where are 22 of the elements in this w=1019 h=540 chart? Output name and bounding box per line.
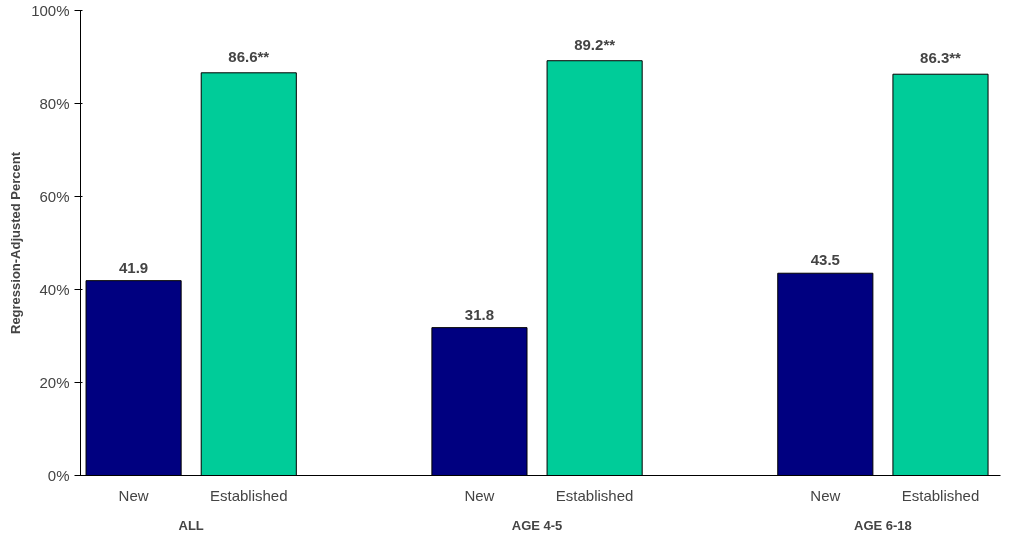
data-label: 86.6**	[228, 47, 270, 65]
y-tick-label: 80%	[39, 95, 70, 112]
x-tick-label: AGE 4-5	[511, 517, 563, 533]
y-tick-label: 100%	[31, 2, 70, 19]
series-label: Established	[209, 486, 288, 504]
x-tick-label: AGE 6-18	[854, 517, 912, 533]
text: New	[810, 486, 841, 504]
y-axis-title: Regression-Adjusted Percent	[8, 151, 24, 335]
y-tick-label: 20%	[39, 374, 70, 391]
y-tick-label: 60%	[39, 188, 70, 205]
data-label: 41.9	[118, 258, 149, 276]
y-tick-label: 0%	[47, 467, 70, 484]
data-label: 86.3**	[920, 49, 962, 67]
text: Established	[901, 486, 980, 504]
text: New	[464, 486, 495, 504]
data-label: 31.8	[464, 305, 495, 323]
data-label: 43.5	[810, 251, 840, 269]
data-label: 89.2**	[574, 35, 616, 53]
text: Established	[555, 486, 634, 504]
y-tick-label: 40%	[39, 281, 70, 298]
series-label: New	[118, 486, 149, 504]
x-tick-label: ALL	[178, 517, 204, 533]
